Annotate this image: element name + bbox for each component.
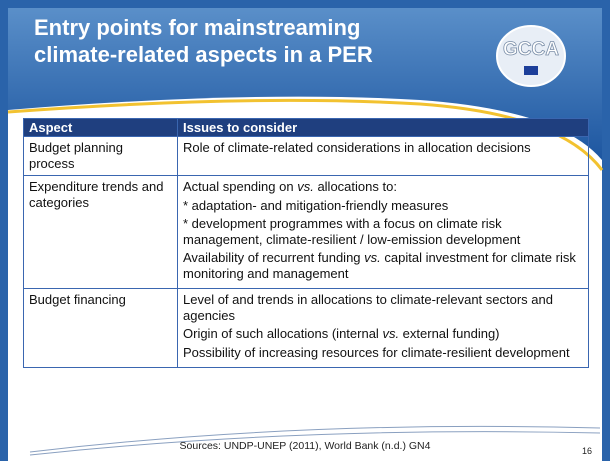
issue-text: allocations to: bbox=[313, 179, 397, 194]
issue-text: vs. bbox=[297, 179, 314, 194]
aspect-cell: Budget planning process bbox=[23, 136, 178, 176]
issue-text: * development programmes with a focus on… bbox=[183, 216, 521, 247]
issue: Possibility of increasing resources for … bbox=[183, 345, 583, 361]
header-row: Aspect Issues to consider bbox=[23, 118, 589, 137]
issue-text: vs. bbox=[364, 250, 381, 265]
issue-text: external funding) bbox=[399, 326, 500, 341]
footer-curve bbox=[29, 425, 601, 453]
issue-text: * adaptation- and mitigation-friendly me… bbox=[183, 197, 449, 213]
issue: * adaptation- and mitigation-friendly me… bbox=[183, 198, 583, 214]
issue-text: Role of climate-related considerations i… bbox=[183, 140, 531, 155]
table: Aspect Issues to consider Budget plannin… bbox=[23, 118, 589, 368]
column-header: Issues to consider bbox=[177, 118, 589, 137]
title-line: climate-related aspects in a PER bbox=[34, 42, 373, 67]
issue-text: Origin of such allocations (internal bbox=[183, 326, 383, 341]
logo bbox=[496, 25, 566, 87]
logo-flag bbox=[524, 66, 538, 75]
issue: Actual spending on vs. allocations to: bbox=[183, 179, 583, 195]
issue-text: Level of and trends in allocations to cl… bbox=[183, 292, 553, 323]
issue: Origin of such allocations (internal vs.… bbox=[183, 326, 583, 342]
issue-text: Possibility of increasing resources for … bbox=[183, 344, 570, 360]
issue-text: Availability of recurrent funding bbox=[183, 250, 365, 265]
issue: * development programmes with a focus on… bbox=[183, 216, 583, 247]
issue-text: Actual spending on bbox=[183, 179, 298, 194]
sources: Sources: UNDP-UNEP (2011), World Bank (n… bbox=[179, 440, 431, 452]
issue: Availability of recurrent funding vs. ca… bbox=[183, 250, 583, 281]
issues-cell: Actual spending on vs. allocations to: * … bbox=[177, 175, 589, 289]
aspect-cell: Budget financing bbox=[23, 288, 178, 368]
logo-text: GCCA bbox=[503, 39, 559, 60]
column-header: Aspect bbox=[23, 118, 178, 137]
issues-cell: Level of and trends in allocations to cl… bbox=[177, 288, 589, 368]
row: Expenditure trends and categories Actual … bbox=[23, 175, 589, 289]
issue: Role of climate-related considerations i… bbox=[183, 140, 583, 156]
issues-cell: Role of climate-related considerations i… bbox=[177, 136, 589, 176]
title: Entry points for mainstreaming climate-r… bbox=[34, 14, 373, 68]
issue-text: vs. bbox=[382, 326, 400, 341]
issue: Level of and trends in allocations to cl… bbox=[183, 292, 583, 323]
footer-curve bbox=[29, 431, 601, 456]
header-band bbox=[8, 8, 602, 160]
row: Budget planning process Role of climate-r… bbox=[23, 136, 589, 176]
issue-text: capital investment for climate risk moni… bbox=[183, 250, 576, 281]
aspect-cell: Expenditure trends and categories bbox=[23, 175, 178, 289]
row: Budget financing Level of and trends in a… bbox=[23, 288, 589, 368]
page-number: 16 bbox=[582, 446, 593, 456]
title-line: Entry points for mainstreaming bbox=[34, 15, 361, 40]
